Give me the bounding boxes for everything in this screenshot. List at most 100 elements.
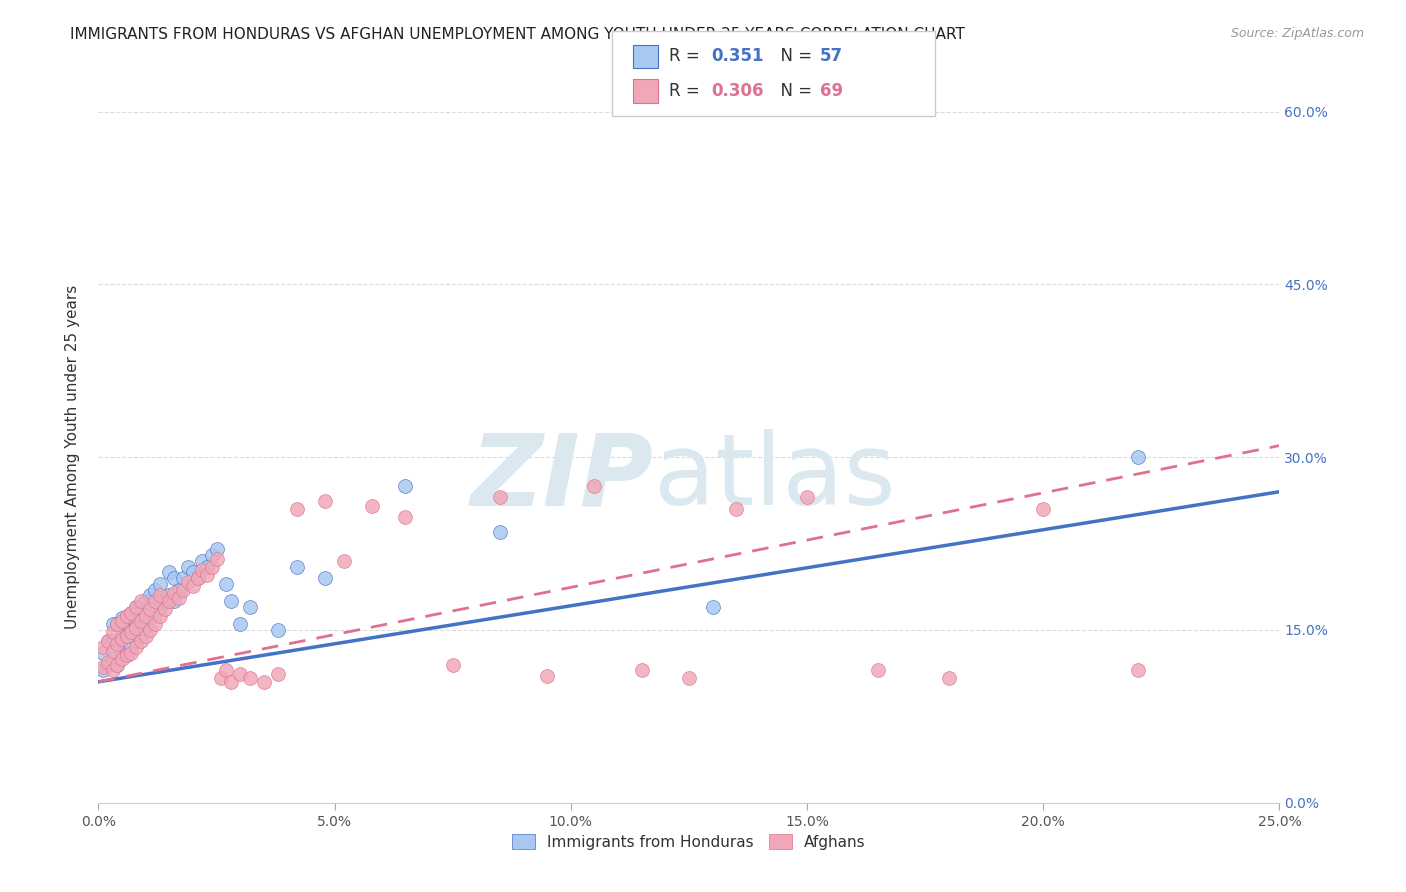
Point [239,671,262,685]
Point [115,629,138,643]
Point [111,614,134,628]
Point [489,524,512,539]
Text: 57: 57 [820,47,842,65]
Point [97,657,120,672]
Point [157,589,180,603]
Point [125,599,148,614]
Point [125,621,148,635]
Point [101,663,124,677]
Point [191,554,214,568]
Point [181,579,204,593]
Point [139,602,162,616]
Point [97,634,120,648]
Point [725,502,748,516]
Point [361,499,384,513]
Point [105,617,128,632]
Point [201,548,224,562]
Point [105,657,128,672]
Point [121,606,143,620]
Point [536,669,558,683]
Point [163,594,186,608]
Point [201,559,224,574]
Point [129,594,152,608]
Point [866,663,889,677]
Point [205,542,228,557]
Text: 69: 69 [820,82,842,100]
Point [187,571,209,585]
Point [115,629,138,643]
Point [181,566,204,580]
Point [702,599,724,614]
Point [489,491,512,505]
Point [135,609,157,624]
Point [167,591,190,605]
Point [267,623,290,637]
Point [135,594,157,608]
Point [153,594,176,608]
Point [314,571,336,585]
Point [139,611,162,625]
Point [143,617,166,632]
Point [121,640,143,655]
Point [209,671,232,685]
Point [630,663,652,677]
Point [441,657,464,672]
Point [938,671,960,685]
Point [91,663,114,677]
Point [678,671,700,685]
Point [125,634,148,648]
Point [143,594,166,608]
Point [1032,502,1054,516]
Point [205,551,228,566]
Point [101,634,124,648]
Point [125,599,148,614]
Point [267,666,290,681]
Text: IMMIGRANTS FROM HONDURAS VS AFGHAN UNEMPLOYMENT AMONG YOUTH UNDER 25 YEARS CORRE: IMMIGRANTS FROM HONDURAS VS AFGHAN UNEMP… [70,27,965,42]
Point [105,637,128,651]
Legend: Immigrants from Honduras, Afghans: Immigrants from Honduras, Afghans [505,826,873,857]
Point [177,559,200,574]
Point [149,609,172,624]
Point [97,634,120,648]
Point [215,663,238,677]
Point [129,606,152,620]
Point [394,479,416,493]
Point [163,571,186,585]
Text: N =: N = [770,47,818,65]
Point [139,589,162,603]
Point [143,582,166,597]
Point [253,674,276,689]
Text: R =: R = [669,47,706,65]
Point [143,606,166,620]
Point [111,611,134,625]
Text: N =: N = [770,82,818,100]
Point [796,491,818,505]
Point [111,646,134,660]
Point [239,599,262,614]
Point [121,623,143,637]
Point [167,582,190,597]
Point [149,599,172,614]
Point [97,655,120,669]
Text: Source: ZipAtlas.com: Source: ZipAtlas.com [1230,27,1364,40]
Point [91,646,114,660]
Text: 0.306: 0.306 [711,82,763,100]
Point [121,606,143,620]
Text: 0.351: 0.351 [711,47,763,65]
Point [163,586,186,600]
Point [153,602,176,616]
Point [125,617,148,632]
Point [583,479,606,493]
Text: R =: R = [669,82,706,100]
Point [215,577,238,591]
Point [121,625,143,640]
Point [115,648,138,663]
Point [111,632,134,647]
Point [177,574,200,589]
Point [115,609,138,624]
Point [172,571,194,585]
Point [105,657,128,672]
Point [101,644,124,658]
Point [229,617,252,632]
Point [191,563,214,577]
